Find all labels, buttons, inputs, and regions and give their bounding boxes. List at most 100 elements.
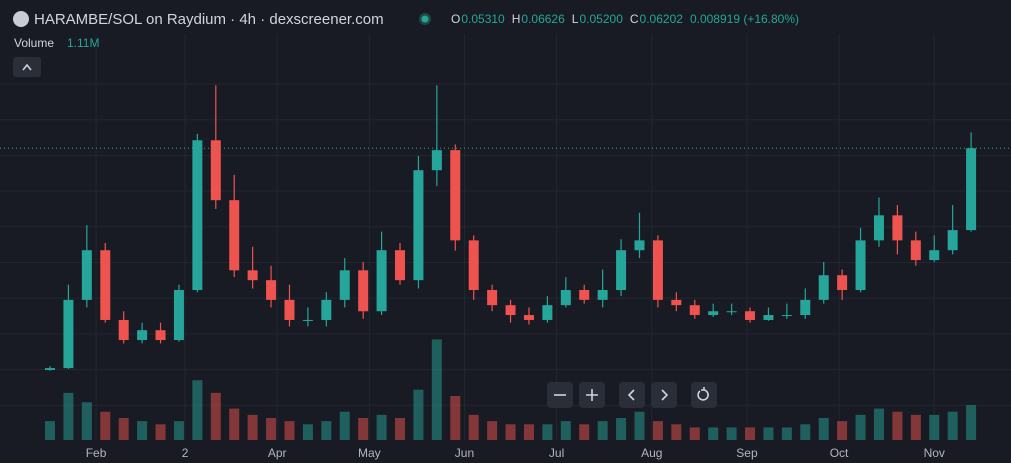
volume-bar — [450, 396, 461, 440]
plot: Feb 2 Apr May Jun Jul Aug Sep Oct Nov — [0, 85, 1011, 460]
volume-bar — [321, 421, 332, 440]
candle-body — [818, 275, 829, 300]
candle-body — [800, 299, 811, 316]
ohlc-value: 0.06202 — [640, 12, 684, 26]
candle-body — [689, 305, 700, 316]
candle-body — [542, 305, 553, 320]
candle-body — [358, 270, 369, 312]
volume-bar — [745, 427, 756, 440]
volume-bar — [284, 421, 295, 440]
candle-body — [781, 315, 792, 317]
token-logo — [13, 11, 29, 27]
candle-body — [431, 150, 442, 171]
volume-bar — [726, 427, 737, 440]
volume-bar — [523, 424, 534, 440]
x-tick-label: Oct — [830, 446, 849, 460]
candle-body — [892, 215, 903, 241]
volume-bar — [560, 421, 571, 440]
volume-value: 1.11M — [67, 36, 99, 50]
volume-bar — [855, 414, 866, 440]
candle-body — [155, 330, 166, 341]
candle-body — [505, 305, 516, 316]
volume-bar — [229, 408, 240, 440]
x-tick-label: Sep — [736, 446, 758, 460]
zoom-in-button[interactable] — [579, 382, 605, 408]
volume-bar — [652, 421, 663, 440]
candle-body — [763, 315, 774, 320]
candle-body — [487, 290, 498, 306]
volume-bar — [45, 421, 55, 440]
x-tick-label: May — [358, 446, 381, 460]
candle-body — [634, 240, 645, 251]
candle-body — [321, 299, 332, 320]
volume-bar — [597, 421, 608, 440]
candle-body — [229, 200, 240, 271]
x-tick-label: 2 — [182, 446, 189, 460]
candle-body — [652, 240, 663, 300]
candle-body — [523, 315, 534, 320]
x-tick-label: Nov — [924, 446, 945, 460]
volume-bar — [892, 411, 903, 440]
candle-body — [339, 270, 350, 300]
zoom-out-button[interactable] — [547, 382, 573, 408]
status-dot — [421, 15, 429, 23]
volume-bar — [431, 339, 442, 440]
candle-body — [726, 311, 737, 313]
candle-body — [266, 280, 277, 300]
candle-body — [210, 140, 221, 201]
candle-body — [708, 311, 719, 316]
candle-body — [910, 240, 921, 261]
ohlc-value: 0.06626 — [521, 12, 565, 26]
collapse-button[interactable] — [13, 57, 41, 77]
volume-bar — [966, 405, 977, 440]
candle-body — [837, 275, 848, 291]
volume-bar — [358, 418, 369, 440]
candle-body — [929, 250, 940, 261]
volume-bar — [63, 392, 74, 440]
candle-body — [966, 148, 977, 231]
volume-bar — [947, 411, 958, 440]
scroll-right-button[interactable] — [651, 382, 677, 408]
volume-bar — [413, 389, 424, 440]
candle-body — [413, 170, 424, 281]
volume-bar — [689, 427, 700, 440]
candle-body — [616, 250, 627, 291]
reset-button[interactable] — [691, 382, 717, 408]
volume-bar — [339, 411, 350, 440]
grid — [0, 34, 1011, 440]
volume-bar — [118, 418, 129, 440]
candle-body — [947, 230, 958, 251]
x-tick-label: Jul — [549, 446, 564, 460]
volume-bar — [634, 411, 645, 440]
ohlc-value: 0.05200 — [579, 12, 623, 26]
candle-body — [192, 140, 203, 291]
candle-body — [597, 290, 608, 300]
ohlc-legend: O 0.05310 H 0.06626 L 0.05200 C 0.06202 0.008919… — [451, 12, 799, 26]
volume-bar — [671, 424, 682, 440]
scroll-left-button[interactable] — [619, 382, 645, 408]
volume-bar — [173, 421, 184, 440]
candle-body — [118, 319, 129, 341]
volume-bar — [247, 414, 258, 440]
x-tick-label: Jun — [455, 446, 474, 460]
candle-body — [284, 299, 295, 320]
volume-bar — [873, 408, 884, 440]
volume-bar — [210, 392, 221, 440]
volume-bar — [800, 424, 811, 440]
ohlc-value: 0.05310 — [461, 12, 505, 26]
candle-body — [376, 250, 387, 312]
candle-body — [671, 299, 682, 306]
volume-bar — [376, 414, 387, 440]
volume-label: Volume — [14, 36, 54, 50]
candle-body — [873, 215, 884, 241]
chart-title: HARAMBE/SOL on Raydium · 4h · dexscreene… — [34, 11, 384, 28]
volume-bar — [542, 424, 553, 440]
volume-bar — [302, 424, 313, 440]
ohlc-key: L — [572, 12, 579, 26]
x-tick-label: Feb — [86, 446, 107, 460]
candle-body — [745, 311, 756, 320]
x-tick-label: Aug — [641, 446, 662, 460]
volume-bar — [616, 418, 627, 440]
volume-bar — [708, 427, 719, 440]
